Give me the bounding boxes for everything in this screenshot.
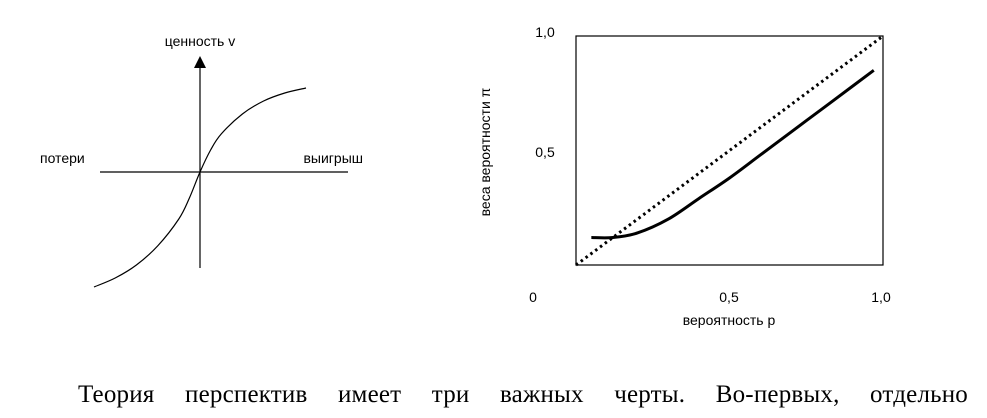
- plot-frame: [575, 35, 884, 266]
- diagonal-reference-line: [575, 34, 884, 267]
- x-axis-label-left: потери: [40, 150, 85, 166]
- y-axis-arrow-icon: [194, 56, 206, 68]
- x-axis-label-right: выигрыш: [303, 150, 363, 166]
- y-tick-label-0-5: 0,5: [535, 144, 555, 160]
- paragraph-text: Теория перспектив имеет три важных черты…: [78, 381, 968, 408]
- x-tick-label-0-5: 0,5: [719, 289, 739, 305]
- y-axis-label: ценность v: [165, 33, 236, 49]
- value-function-chart: ценность v потери выигрыш: [40, 33, 363, 288]
- x-tick-label-0: 0: [529, 289, 537, 305]
- probability-curves-group: [575, 34, 884, 267]
- y-tick-label-1-0: 1,0: [535, 24, 555, 40]
- y-axis-label: веса вероятности π: [477, 87, 493, 216]
- x-axis-label: вероятность p: [683, 312, 776, 328]
- value-curve-line: [93, 87, 307, 288]
- value-curve-group: [93, 87, 307, 288]
- x-tick-label-1-0: 1,0: [871, 289, 891, 305]
- probability-weighting-chart: 0 0,5 1,0 0,5 1,0 вероятность p веса вер…: [477, 24, 891, 328]
- weighting-curve-line: [591, 69, 875, 240]
